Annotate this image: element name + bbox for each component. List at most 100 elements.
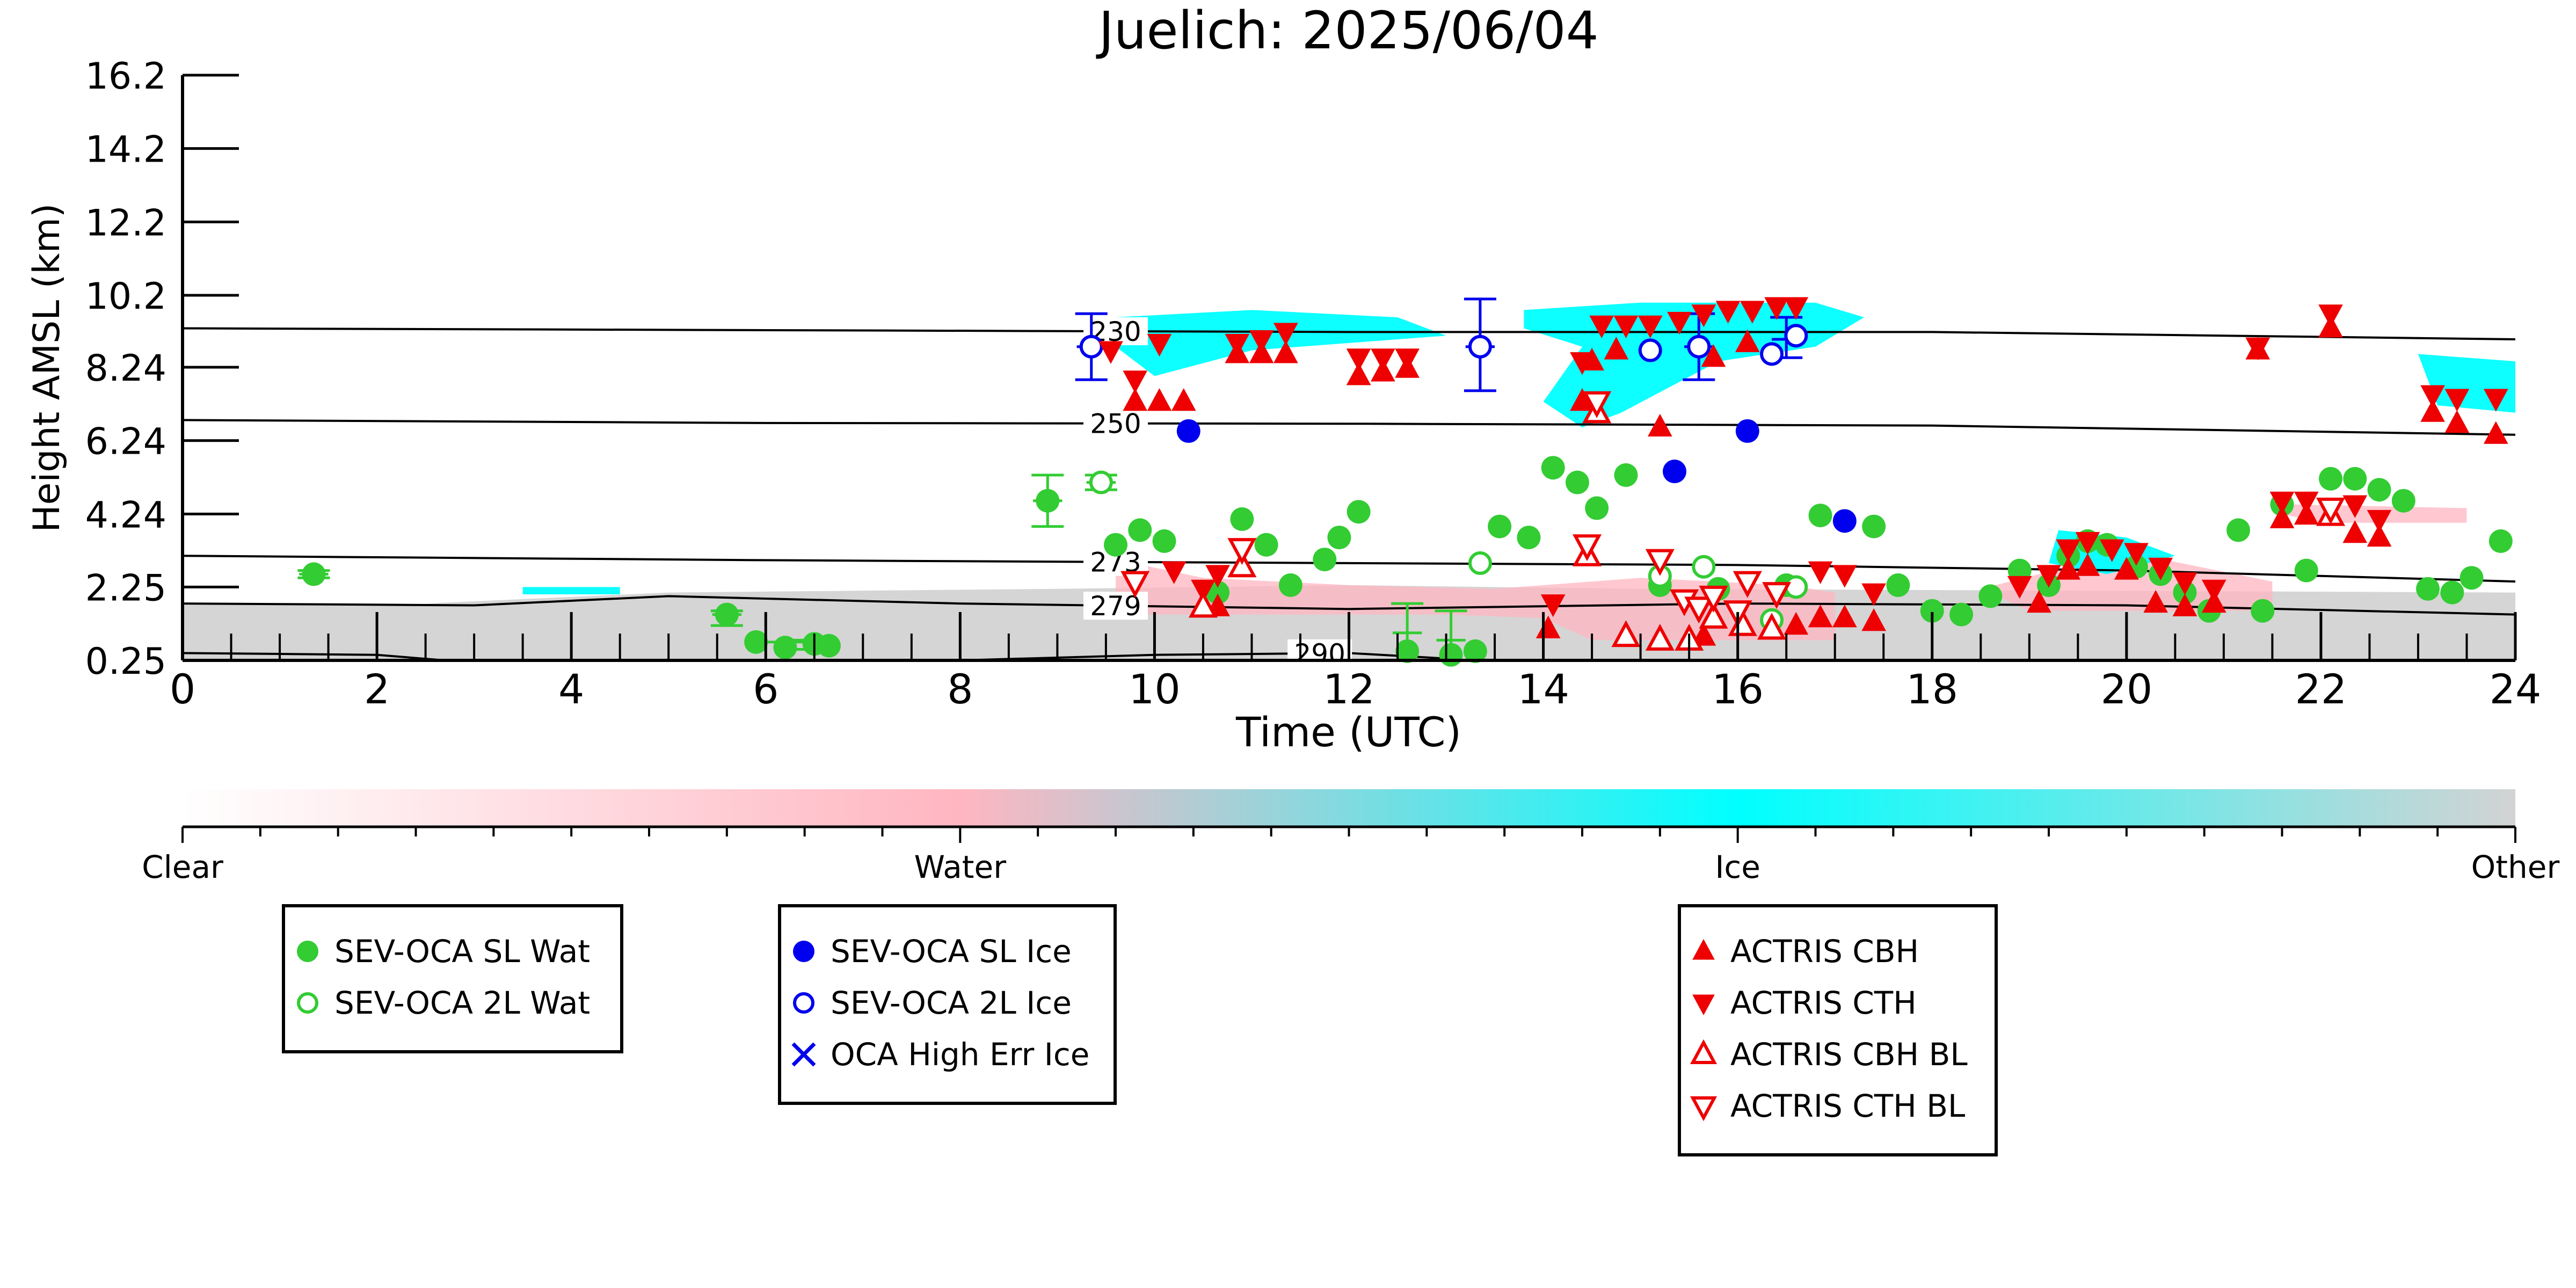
point-actris-cbh <box>2143 590 2168 613</box>
point-sev-oca-sl-wat <box>2294 558 2318 583</box>
point-sev-oca-2l-ice <box>1784 324 1808 348</box>
point-actris-cth <box>2245 337 2271 360</box>
point-actris-cbh-bl <box>1757 613 1787 640</box>
point-actris-cth <box>1540 594 1566 617</box>
isotherm-273 <box>183 555 2515 583</box>
legend-frame <box>778 904 1117 1105</box>
point-sev-oca-sl-wat <box>1313 548 1337 572</box>
point-actris-cth <box>2099 539 2124 562</box>
colorbar-label-water: Water <box>914 849 1007 885</box>
legend-label: ACTRIS CTH <box>1730 985 1917 1021</box>
y-tick-label: 12.2 <box>85 202 166 244</box>
x-axis-label: Time (UTC) <box>1235 708 1461 756</box>
point-sev-oca-2l-ice <box>1468 334 1492 359</box>
point-actris-cbh <box>1604 337 1629 360</box>
point-sev-oca-sl-wat <box>817 634 841 658</box>
point-actris-cth <box>1225 333 1250 357</box>
point-actris-cbh <box>1273 340 1298 363</box>
legend-marker <box>793 992 814 1014</box>
point-actris-cbh <box>2269 505 2295 528</box>
point-actris-cbh <box>1735 329 1760 352</box>
point-actris-cth <box>2075 532 2100 555</box>
point-actris-cth <box>2124 543 2149 566</box>
colorbar-label-ice: Ice <box>1715 849 1760 885</box>
point-actris-cth-bl <box>1733 571 1762 598</box>
isotherm-label-290: 290 <box>1294 638 1345 670</box>
point-actris-cth <box>1570 352 1595 375</box>
point-actris-cth <box>1147 333 1172 357</box>
y-tick-label: 2.25 <box>85 567 166 609</box>
point-actris-cbh <box>1701 344 1726 367</box>
point-actris-cth <box>1667 311 1692 335</box>
point-sev-oca-sl-wat <box>1128 518 1152 542</box>
series-actris-cbh-bl <box>1188 396 2346 651</box>
point-sev-oca-sl-wat <box>2488 529 2513 553</box>
point-actris-cth <box>1691 304 1716 328</box>
legend-3: ACTRIS CBH ACTRIS CTH ACTRIS CBH BL ACTRIS … <box>1678 904 1998 1156</box>
x-tick-label: 22 <box>2295 665 2347 713</box>
point-sev-oca-2l-wat <box>1692 555 1716 579</box>
x-tick-label: 20 <box>2100 665 2152 713</box>
point-actris-cth <box>1205 565 1230 588</box>
colorbar-gradient <box>183 789 2515 827</box>
point-sev-oca-sl-wat <box>1347 500 1371 524</box>
point-sev-oca-sl-wat <box>1206 580 1230 605</box>
point-sev-oca-sl-ice <box>1176 419 1200 443</box>
point-actris-cbh <box>1861 608 1886 631</box>
point-actris-cth <box>1098 341 1123 364</box>
point-actris-cth <box>2148 557 2173 580</box>
legend-marker <box>1690 1039 1718 1064</box>
point-actris-cth-bl <box>1227 538 1257 565</box>
point-sev-oca-sl-wat <box>2343 467 2367 491</box>
legend-label: SEV-OCA 2L Ice <box>831 985 1072 1021</box>
point-actris-cth <box>1740 301 1765 324</box>
legend-marker <box>297 941 318 962</box>
point-actris-cbh <box>1784 612 1809 635</box>
point-actris-cbh <box>2342 520 2368 543</box>
point-actris-cth <box>1808 561 1833 584</box>
point-sev-oca-sl-wat <box>2416 577 2440 601</box>
point-actris-cbh <box>2420 399 2445 422</box>
mask-ice-9 <box>522 587 620 594</box>
mask-water-3 <box>1981 552 2273 611</box>
point-sev-oca-sl-wat <box>2319 467 2343 491</box>
point-actris-cth <box>1371 348 1395 372</box>
point-actris-cbh <box>2444 410 2470 433</box>
legend-label: ACTRIS CBH BL <box>1730 1036 1968 1073</box>
mask-ice-6 <box>1524 302 1865 428</box>
point-sev-oca-2l-ice <box>1687 334 1711 359</box>
isotherm-label-250: 250 <box>1090 409 1141 440</box>
point-actris-cbh <box>2075 553 2100 576</box>
x-tick-label: 16 <box>1712 665 1764 713</box>
point-actris-cbh <box>2483 421 2508 444</box>
series-sev-oca-2l-wat <box>1089 470 1808 632</box>
point-actris-cth-bl <box>1684 596 1714 624</box>
legend-label: ACTRIS CTH BL <box>1730 1088 1965 1124</box>
point-sev-oca-2l-ice <box>1079 334 1103 359</box>
point-sev-oca-sl-wat <box>302 562 326 586</box>
point-actris-cth <box>1589 315 1614 338</box>
y-tick-label: 0.25 <box>85 641 166 683</box>
point-actris-cth-bl <box>1699 585 1728 613</box>
point-actris-cbh-bl <box>1699 601 1728 629</box>
x-tick-label: 24 <box>2490 665 2542 713</box>
isotherm-label-bg <box>1083 592 1148 620</box>
series-actris-cbh <box>1123 315 2508 646</box>
y-tick-label: 4.24 <box>85 494 166 536</box>
point-sev-oca-sl-ice <box>1832 509 1857 533</box>
legend-frame <box>282 904 623 1053</box>
point-sev-oca-sl-wat <box>1395 639 1420 663</box>
point-sev-oca-sl-wat <box>1614 463 1638 487</box>
point-sev-oca-sl-wat <box>2459 566 2484 590</box>
legend-1: SEV-OCA SL Wat SEV-OCA 2L Wat <box>282 904 623 1053</box>
point-sev-oca-sl-wat <box>2440 580 2464 605</box>
legend-marker <box>791 1042 816 1067</box>
point-actris-cth <box>2444 389 2470 412</box>
series-actris-cth <box>1098 297 2508 617</box>
point-actris-cbh <box>2367 523 2392 547</box>
legend-label: SEV-OCA SL Ice <box>831 933 1072 970</box>
point-sev-oca-sl-wat <box>1886 573 1910 597</box>
legend-label: OCA High Err Ice <box>831 1036 1089 1073</box>
